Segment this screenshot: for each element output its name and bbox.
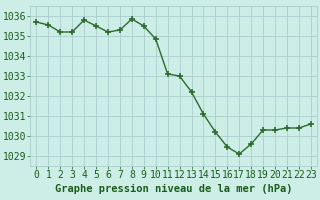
X-axis label: Graphe pression niveau de la mer (hPa): Graphe pression niveau de la mer (hPa) [55, 184, 292, 194]
